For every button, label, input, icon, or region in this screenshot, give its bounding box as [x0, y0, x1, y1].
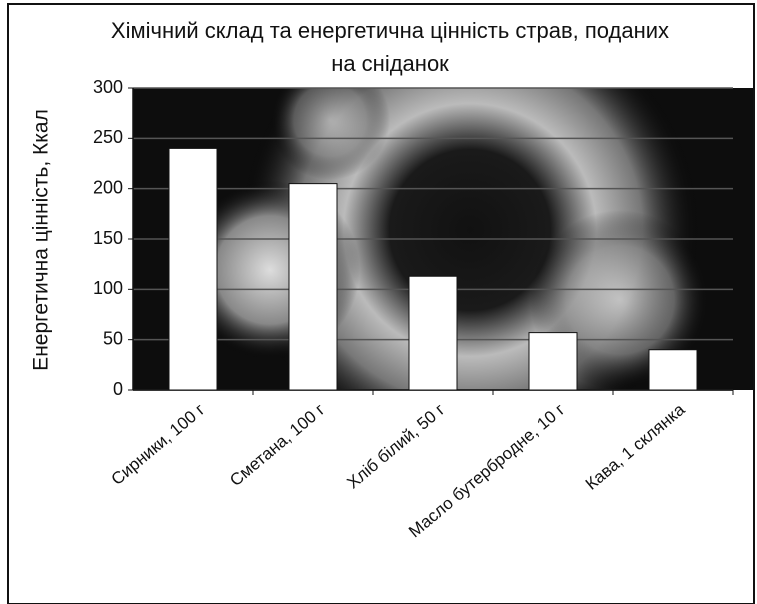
frame	[7, 3, 755, 604]
y-tick-label: 300	[93, 77, 123, 97]
y-tick-label: 0	[113, 379, 123, 399]
x-tick-label: Сметана, 100 г	[226, 400, 328, 490]
bar	[168, 147, 218, 391]
y-tick-label: 250	[93, 127, 123, 147]
y-tick-label: 200	[93, 177, 123, 197]
x-tick-label: Хліб білий, 50 г	[343, 400, 448, 492]
y-tick-label: 150	[93, 228, 123, 248]
y-tick-label: 100	[93, 278, 123, 298]
x-tick-label: Кава, 1 склянка	[582, 400, 689, 494]
y-tick-label: 50	[103, 328, 123, 348]
x-tick-label: Сирники, 100 г	[108, 400, 209, 489]
bar	[648, 349, 698, 391]
bar	[528, 332, 578, 391]
bar	[408, 275, 458, 391]
y-axis-label: Енергетична цінність, Ккал	[30, 109, 53, 371]
bar	[288, 183, 338, 391]
chart-title: Хімічний склад та енергетична цінність с…	[110, 18, 670, 76]
